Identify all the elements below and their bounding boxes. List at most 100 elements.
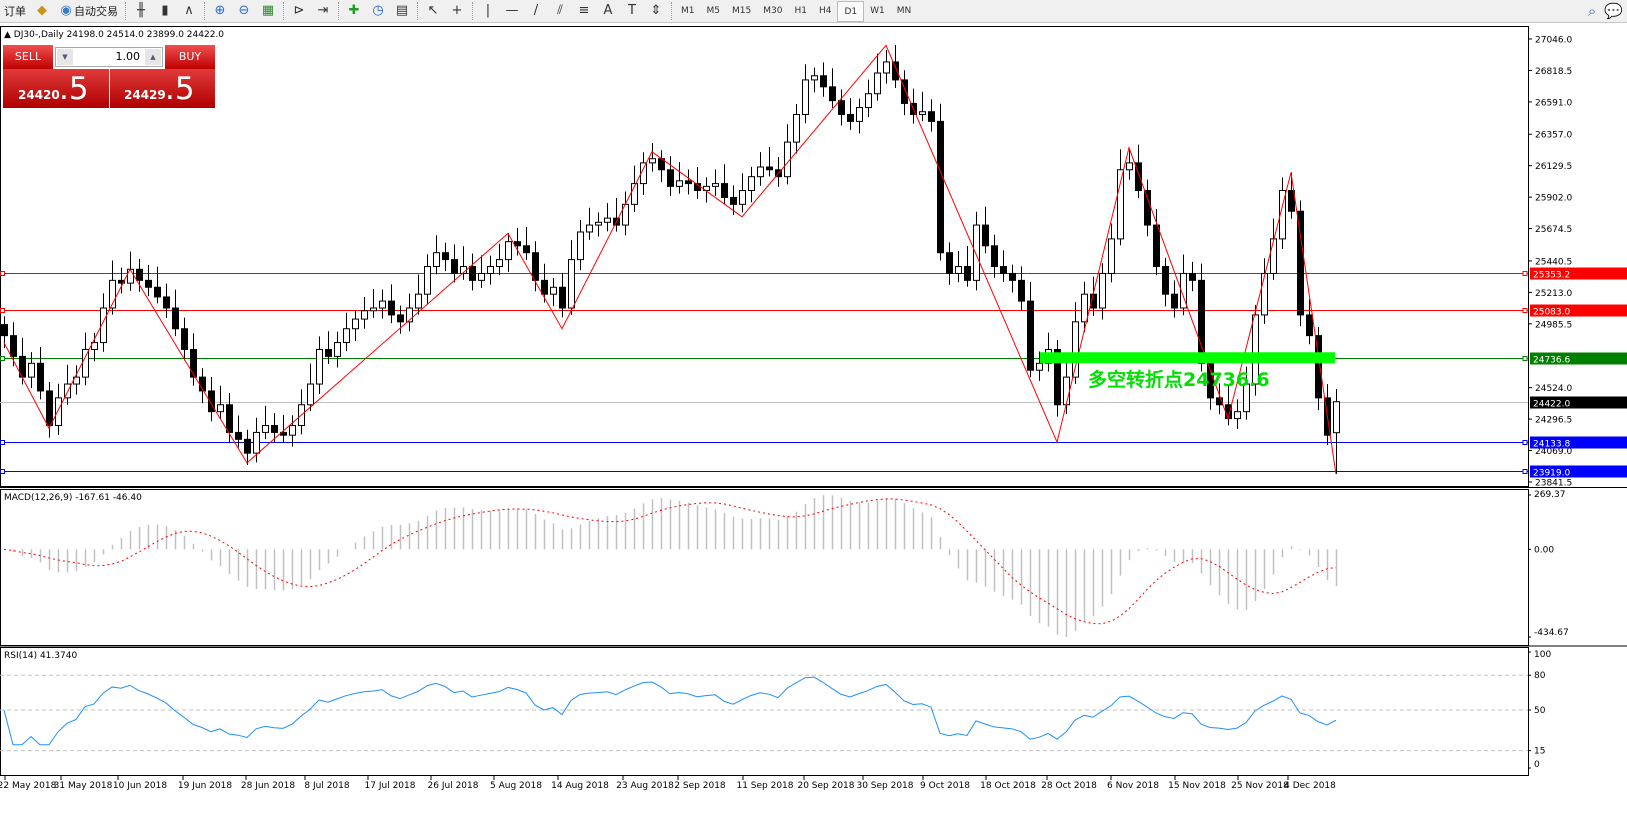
cursor-button[interactable]: ↖	[421, 1, 445, 22]
line-chart-button[interactable]: ∧	[177, 1, 201, 22]
rsi-line	[3, 676, 1337, 746]
bearish-candle	[325, 348, 332, 357]
chart-header-text: DJ30-,Daily 24198.0 24514.0 23899.0 2442…	[13, 30, 225, 40]
crosshair-icon: +	[451, 3, 463, 18]
timeframe-h1[interactable]: H1	[794, 5, 807, 16]
bullish-candle	[739, 190, 746, 205]
bullish-candle	[802, 79, 809, 115]
bullish-candle	[334, 342, 341, 357]
bearish-candle	[1162, 266, 1169, 295]
bearish-candle	[226, 404, 233, 433]
bar-chart-button[interactable]: ╫	[129, 1, 153, 22]
autoscroll-icon: ⇥	[317, 3, 329, 18]
timeframe-m15[interactable]: M15	[732, 5, 752, 16]
bullish-candle	[712, 183, 719, 187]
bullish-candle	[253, 431, 260, 454]
crosshair-button[interactable]: +	[445, 1, 469, 22]
timeframe-m5[interactable]: M5	[706, 5, 721, 16]
zoom-out-icon: ⊖	[238, 3, 250, 18]
templates-button[interactable]: ▤	[390, 1, 414, 22]
zoom-in-button[interactable]: ⊕	[208, 1, 232, 22]
turning-point-annotation: 多空转折点24736.6	[1088, 368, 1270, 391]
text-label-button[interactable]: T	[620, 1, 644, 22]
lot-size-value: 1.00	[115, 50, 141, 63]
bullish-candle	[487, 266, 494, 274]
timeframe-m1[interactable]: M1	[681, 5, 695, 16]
candlestick-button[interactable]: ▮	[153, 1, 177, 22]
bullish-candle	[1099, 272, 1106, 309]
bearish-candle	[559, 286, 566, 309]
search-icon[interactable]: ⌕	[1587, 2, 1597, 20]
collapse-triangle-icon[interactable]: ▲	[4, 30, 14, 40]
order-button[interactable]: 订单	[0, 1, 30, 22]
timeframe-h4[interactable]: H4	[818, 5, 832, 16]
horizontal-line-button[interactable]: —	[500, 1, 524, 22]
buy-price-button[interactable]: 24429 .5	[110, 69, 215, 108]
bullish-candle	[595, 221, 602, 226]
macd-y-tick-label: -434.67	[1534, 628, 1569, 638]
vertical-line-button[interactable]: |	[476, 1, 500, 22]
bullish-candle	[973, 224, 980, 281]
timeframe-w1[interactable]: W1	[870, 5, 885, 16]
chat-icon[interactable]: 💬	[1604, 2, 1623, 20]
periods-button[interactable]: ◷	[366, 1, 390, 22]
lot-size-input[interactable]: 1.00 ▼ ▲	[55, 47, 163, 67]
bullish-candle	[415, 293, 422, 309]
x-tick-label: 9 Oct 2018	[920, 781, 970, 791]
bullish-candle	[100, 307, 107, 344]
buy-button[interactable]: BUY	[165, 45, 215, 69]
fibonacci-button[interactable]: ≡	[572, 1, 596, 22]
price-level-label: 23919.0	[1533, 469, 1570, 479]
lot-decrease-icon[interactable]: ▼	[57, 49, 73, 65]
x-tick-label: 4 Dec 2018	[1284, 781, 1336, 791]
bearish-candle	[442, 252, 449, 261]
line-chart-icon: ∧	[184, 3, 194, 18]
zoom-out-button[interactable]: ⊖	[232, 1, 256, 22]
price-level-badge	[1530, 304, 1627, 317]
bearish-candle	[721, 183, 728, 198]
tile-windows-button[interactable]: ▦	[256, 1, 280, 22]
bearish-candle	[1189, 272, 1196, 281]
y-tick-label: 24069.0	[1535, 447, 1572, 457]
price-level-label: 25083.0	[1533, 308, 1570, 318]
x-tick-label: 19 Jun 2018	[178, 781, 232, 791]
zigzag-line	[3, 44, 1337, 475]
sell-button[interactable]: SELL	[3, 45, 53, 69]
price-level-badge	[1530, 352, 1627, 365]
indicators-button[interactable]: ✚	[342, 1, 366, 22]
tile-windows-icon: ▦	[261, 3, 275, 18]
bearish-candle	[235, 431, 242, 440]
rsi-y-tick-label: 0	[1534, 760, 1540, 770]
trendline-button[interactable]: /	[524, 1, 548, 22]
sell-price-button[interactable]: 24420 .5	[3, 69, 109, 108]
bearish-candle	[1198, 279, 1205, 364]
lot-increase-icon[interactable]: ▲	[145, 49, 161, 65]
equidistant-channel-button[interactable]: ⫽	[548, 1, 572, 22]
bullish-candle	[793, 113, 800, 143]
text-button[interactable]: A	[596, 1, 620, 22]
price-level-badge	[1530, 396, 1627, 409]
arrows-button[interactable]: ⇕	[644, 1, 668, 22]
bearish-candle	[10, 335, 17, 357]
bearish-candle	[892, 61, 899, 81]
bullish-candle	[1261, 272, 1268, 316]
bullish-candle	[1036, 362, 1043, 371]
timeframe-m30[interactable]: M30	[763, 5, 783, 16]
level-handle	[0, 469, 5, 474]
price-chart[interactable]: 27046.0 26818.5 26591.0 26357.0 26129.5 25902…	[0, 24, 1627, 825]
templates-icon: ▤	[395, 3, 409, 18]
timeframe-mn[interactable]: MN	[896, 5, 912, 16]
bearish-candle	[946, 252, 953, 274]
timeframe-d1[interactable]: D1	[837, 0, 865, 22]
chart-shift-button[interactable]: ⊳	[287, 1, 311, 22]
bearish-candle	[541, 279, 548, 295]
expert-button[interactable]: ◆	[30, 1, 54, 22]
chart-header: ▲ DJ30-,Daily 24198.0 24514.0 23899.0 24…	[4, 30, 224, 40]
y-tick-label: 27046.0	[1535, 36, 1572, 46]
bullish-candle	[1279, 190, 1286, 240]
autotrading-button[interactable]: ◉ 自动交易	[54, 1, 122, 22]
bearish-candle	[838, 100, 845, 115]
bullish-candle	[343, 328, 350, 344]
autoscroll-button[interactable]: ⇥	[311, 1, 335, 22]
bullish-candle	[1063, 376, 1070, 406]
